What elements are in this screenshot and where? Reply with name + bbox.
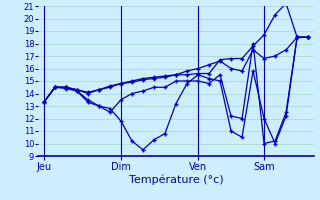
- X-axis label: Température (°c): Température (°c): [129, 174, 223, 185]
